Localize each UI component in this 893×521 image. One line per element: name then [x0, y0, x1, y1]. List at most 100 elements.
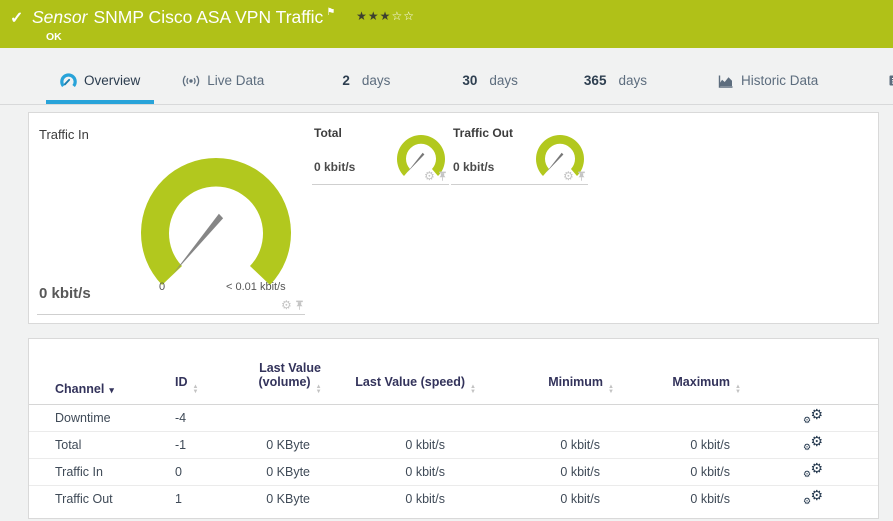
- tab-live-data-label: Live Data: [207, 73, 265, 88]
- channel-id: 0: [175, 457, 245, 486]
- column-header-maximum[interactable]: Maximum ▲ ▼: [618, 339, 745, 405]
- stars-empty: ☆☆: [391, 9, 415, 23]
- tab-30-days-label: days: [489, 73, 518, 88]
- status-badge: OK: [46, 31, 62, 43]
- gauges-panel: Traffic In 0 < 0.01 kbit/s 0 kbit/s ⚙ To…: [28, 112, 879, 324]
- traffic-in-gauge-actions: ⚙: [281, 299, 304, 311]
- total-value: 0 kbit/s: [314, 160, 356, 174]
- gauge-traffic-in-label: Traffic In: [39, 127, 89, 142]
- gear-icon[interactable]: ⚙: [563, 169, 574, 183]
- edit-channel-gears-icon[interactable]: ⚙ ⚙: [803, 459, 823, 479]
- table-header-row: Channel ▾ ID ▲ ▼ Last Value (volume) ▲ ▼ Last …: [29, 339, 878, 405]
- column-header-last-value-volume[interactable]: Last Value (volume) ▲ ▼: [245, 339, 335, 405]
- tab-overview[interactable]: Overview: [46, 61, 155, 104]
- gauge-traffic-out-label: Traffic Out: [453, 126, 514, 140]
- edit-channel-gears-icon[interactable]: ⚙ ⚙: [803, 487, 823, 507]
- traffic-in-gauge: [141, 157, 291, 285]
- channel-speed: [335, 403, 480, 432]
- channel-min: 0 kbit/s: [480, 430, 618, 459]
- gauge-scale-max: < 0.01 kbit/s: [226, 281, 286, 293]
- gear-icon[interactable]: ⚙: [281, 298, 292, 312]
- channel-id: -4: [175, 403, 245, 432]
- sensor-header: ✓ Sensor SNMP Cisco ASA VPN Traffic ⚑ ★★★☆…: [0, 0, 893, 48]
- stars-filled: ★★★: [356, 9, 392, 23]
- broadcast-icon: [183, 74, 200, 87]
- gauge-icon: [60, 73, 77, 88]
- channel-speed: 0 kbit/s: [335, 430, 480, 459]
- channel-name: Total: [29, 430, 175, 459]
- column-header-actions: [745, 339, 878, 405]
- traffic-out-value: 0 kbit/s: [453, 160, 495, 174]
- channel-speed: 0 kbit/s: [335, 484, 480, 513]
- channel-volume: 0 KByte: [245, 457, 335, 486]
- table-row: Traffic Out 1 0 KByte 0 kbit/s 0 kbit/s …: [29, 484, 878, 513]
- traffic-out-gauge: [536, 135, 584, 176]
- channel-max: 0 kbit/s: [618, 430, 745, 459]
- table-row: Total -1 0 KByte 0 kbit/s 0 kbit/s 0 kbi…: [29, 430, 878, 459]
- edit-channel-gears-icon[interactable]: ⚙ ⚙: [803, 432, 823, 452]
- column-header-last-value-speed[interactable]: Last Value (speed) ▲ ▼: [335, 339, 480, 405]
- channel-min: 0 kbit/s: [480, 484, 618, 513]
- channels-table: Channel ▾ ID ▲ ▼ Last Value (volume) ▲ ▼ Last …: [29, 339, 878, 513]
- sort-icon: ▲ ▼: [315, 384, 322, 396]
- total-gauge: [397, 135, 445, 176]
- status-ok-check-icon: ✓: [10, 10, 24, 27]
- channel-name: Traffic Out: [29, 484, 175, 513]
- sort-desc-icon: ▾: [109, 384, 114, 395]
- table-row: Traffic In 0 0 KByte 0 kbit/s 0 kbit/s 0…: [29, 457, 878, 486]
- log-list-icon: [889, 75, 893, 86]
- channel-speed: 0 kbit/s: [335, 457, 480, 486]
- sort-icon: ▲ ▼: [470, 384, 476, 396]
- channel-id: -1: [175, 430, 245, 459]
- column-header-id[interactable]: ID ▲ ▼: [175, 339, 245, 405]
- channel-name: Downtime: [29, 403, 175, 432]
- tab-historic-data-label: Historic Data: [740, 73, 819, 88]
- flag-icon[interactable]: ⚑: [326, 7, 336, 18]
- channel-name: Traffic In: [29, 457, 175, 486]
- tab-2-days-label: days: [361, 73, 391, 88]
- column-header-channel[interactable]: Channel ▾: [29, 339, 175, 405]
- divider: [312, 184, 449, 185]
- edit-channel-gears-icon[interactable]: ⚙ ⚙: [803, 405, 823, 425]
- tab-bar: Overview Live Data 2 days 30 days 365 da…: [0, 48, 893, 105]
- channel-max: 0 kbit/s: [618, 457, 745, 486]
- channel-volume: 0 KByte: [245, 484, 335, 513]
- total-gauge-actions: ⚙: [424, 170, 447, 182]
- pin-icon[interactable]: [438, 171, 447, 182]
- tab-2-days-number: 2: [342, 73, 350, 88]
- pin-icon[interactable]: [577, 171, 586, 182]
- tab-365-days[interactable]: 365 days: [570, 61, 661, 104]
- sensor-title-line: Sensor SNMP Cisco ASA VPN Traffic ⚑ ★★★☆☆: [32, 7, 415, 28]
- traffic-in-value: 0 kbit/s: [39, 285, 91, 302]
- tab-30-days[interactable]: 30 days: [448, 61, 532, 104]
- channel-volume: 0 KByte: [245, 430, 335, 459]
- channel-id: 1: [175, 484, 245, 513]
- traffic-out-gauge-actions: ⚙: [563, 170, 586, 182]
- column-header-minimum[interactable]: Minimum ▲ ▼: [480, 339, 618, 405]
- sort-icon: ▲ ▼: [608, 384, 614, 396]
- sort-icon: ▲ ▼: [735, 384, 741, 396]
- priority-stars[interactable]: ★★★☆☆: [356, 9, 415, 23]
- tab-30-days-number: 30: [462, 73, 478, 88]
- channel-min: 0 kbit/s: [480, 457, 618, 486]
- gauge-total-label: Total: [314, 126, 342, 140]
- pin-icon[interactable]: [295, 300, 304, 311]
- gauge-scale-min: 0: [159, 281, 166, 293]
- tab-365-days-number: 365: [583, 73, 607, 88]
- channel-min: [480, 403, 618, 432]
- divider: [451, 184, 588, 185]
- tab-365-days-label: days: [618, 73, 647, 88]
- tab-live-data[interactable]: Live Data: [168, 61, 278, 104]
- channel-max: [618, 403, 745, 432]
- divider: [37, 314, 305, 315]
- sort-icon: ▲ ▼: [192, 384, 199, 396]
- channels-panel: Channel ▾ ID ▲ ▼ Last Value (volume) ▲ ▼ Last …: [28, 338, 879, 519]
- channel-max: 0 kbit/s: [618, 484, 745, 513]
- channel-volume: [245, 403, 335, 432]
- table-row: Downtime -4 ⚙ ⚙: [29, 403, 878, 432]
- tab-2-days[interactable]: 2 days: [328, 61, 404, 104]
- tab-log[interactable]: Log: [874, 61, 893, 104]
- tab-overview-label: Overview: [84, 73, 141, 88]
- tab-historic-data[interactable]: Historic Data: [703, 61, 832, 104]
- gear-icon[interactable]: ⚙: [424, 169, 435, 183]
